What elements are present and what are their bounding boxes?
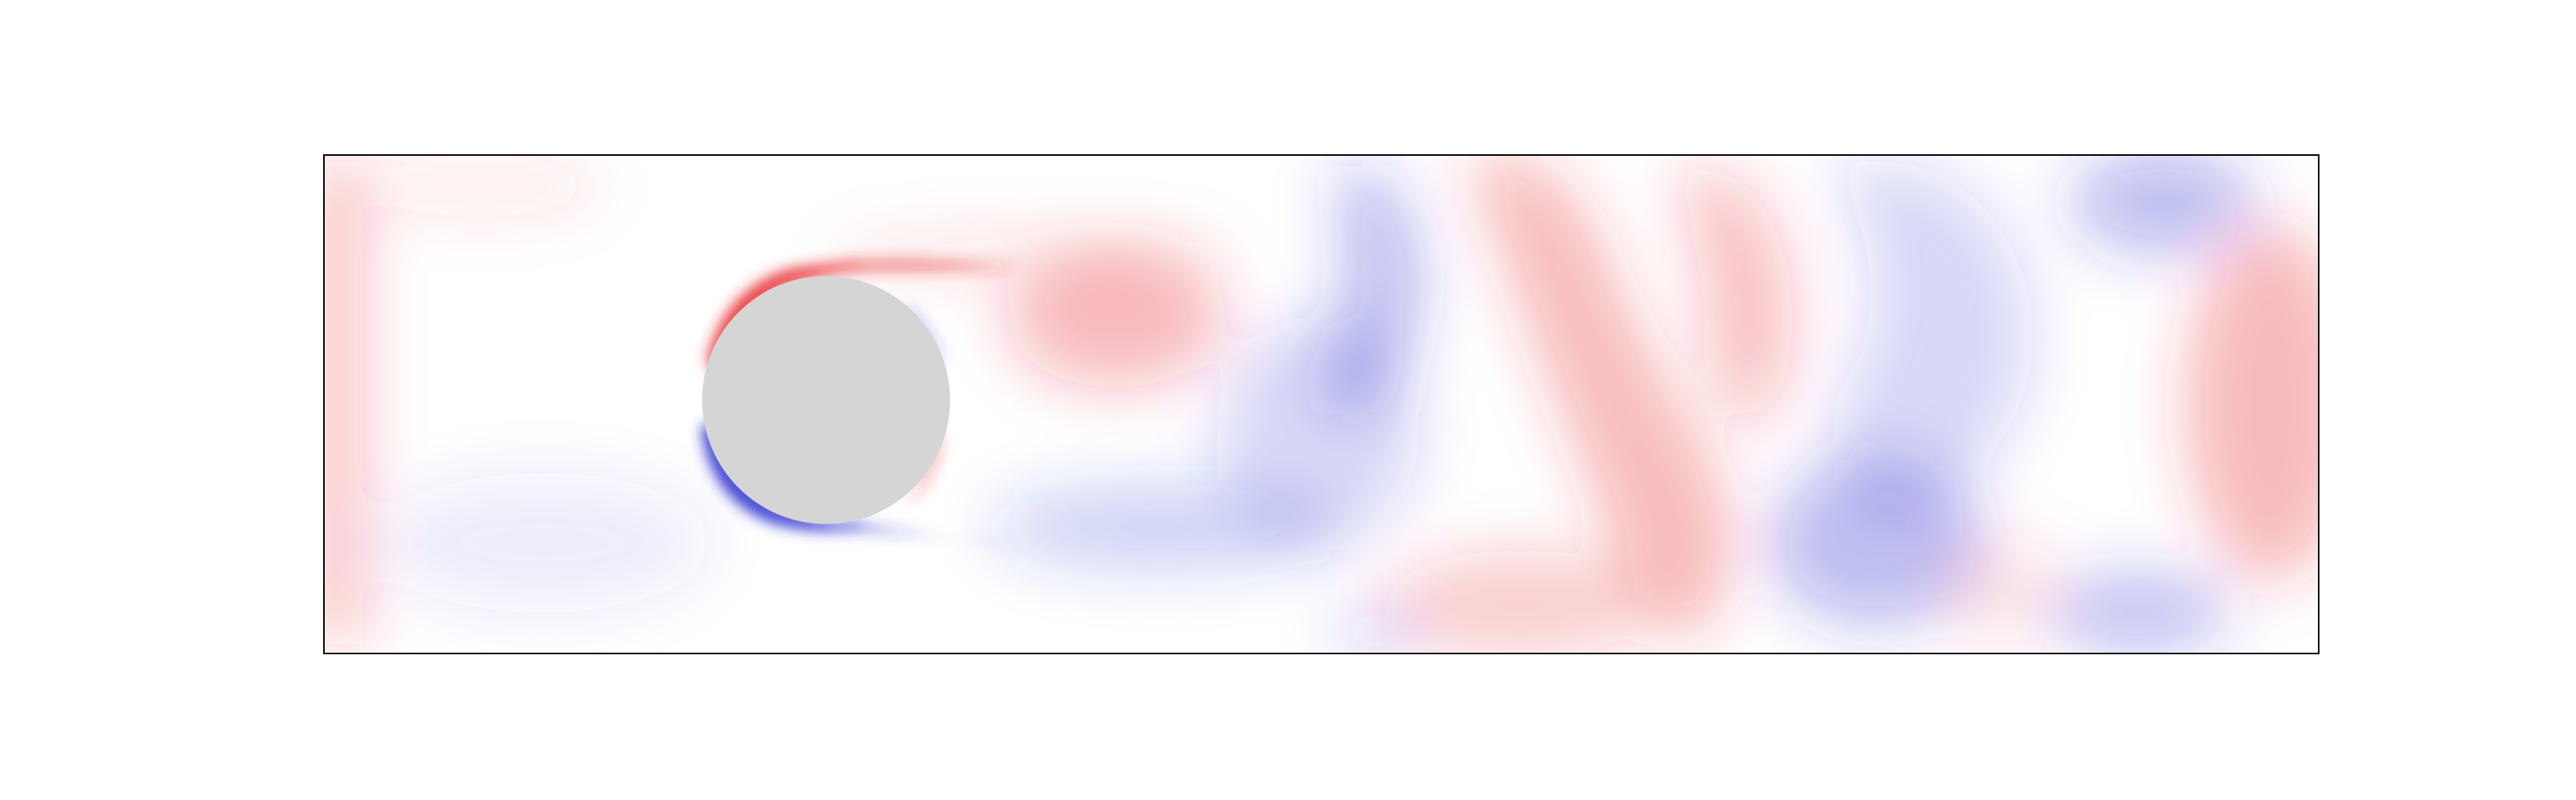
wake-structures — [324, 155, 2319, 653]
wake-red-blob — [1007, 248, 1224, 388]
far-red-right — [2185, 225, 2319, 581]
far-blue-bottom — [2046, 570, 2232, 653]
far-blue-top — [2069, 155, 2255, 256]
lower-left-blue — [372, 473, 713, 612]
vortex-red-upper-right — [1674, 168, 1793, 434]
vortex-blue-upper — [1317, 165, 1425, 416]
far-blue-lower — [1767, 457, 1984, 628]
far-red-lower — [1937, 535, 2061, 643]
lower-boundary-layer — [701, 422, 868, 531]
lower-mid-red — [1387, 550, 1651, 653]
plot-frame — [323, 154, 2319, 654]
cylinder-obstacle — [702, 276, 950, 524]
lower-mid-blue — [1333, 609, 1426, 653]
vorticity-field — [324, 155, 2319, 653]
inflow-red-band — [324, 163, 364, 643]
upper-shear-tail — [837, 259, 1023, 271]
lower-shear-tail — [837, 519, 1023, 544]
upper-left-red — [356, 155, 604, 217]
vortex-red-diagonal — [1465, 155, 1731, 643]
shear-layer-red — [829, 233, 1232, 279]
far-blue-column — [1829, 160, 2033, 517]
